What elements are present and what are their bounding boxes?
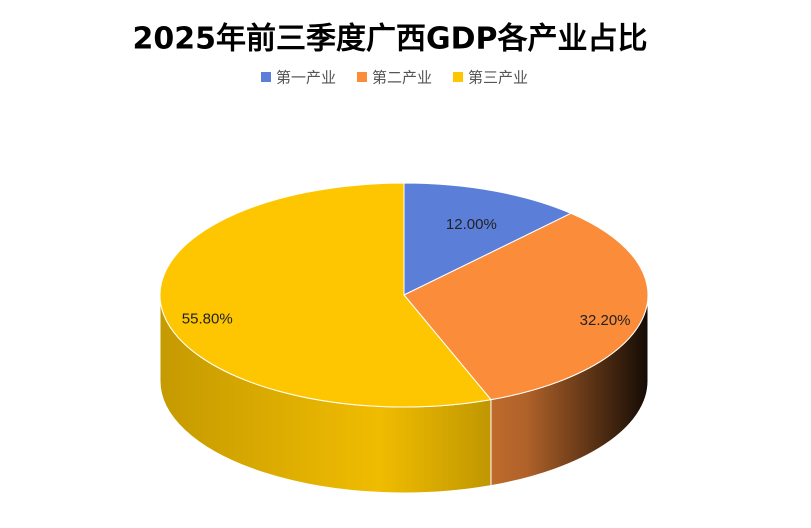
legend-swatch — [261, 72, 271, 82]
pie-slice — [403, 182, 573, 296]
chart-title: 2025年前三季度广西GDP各产业占比 — [132, 22, 647, 57]
pie-slice — [403, 212, 649, 401]
legend-swatch — [453, 72, 463, 82]
legend-label: 第二产业 — [372, 69, 432, 87]
pie-slice — [159, 182, 492, 408]
data-label: 32.20% — [580, 312, 631, 329]
data-label: 12.00% — [446, 216, 497, 233]
legend-label: 第三产业 — [468, 69, 528, 87]
legend-label: 第一产业 — [276, 69, 336, 87]
data-label: 55.80% — [182, 311, 233, 328]
legend-swatch — [357, 72, 367, 82]
